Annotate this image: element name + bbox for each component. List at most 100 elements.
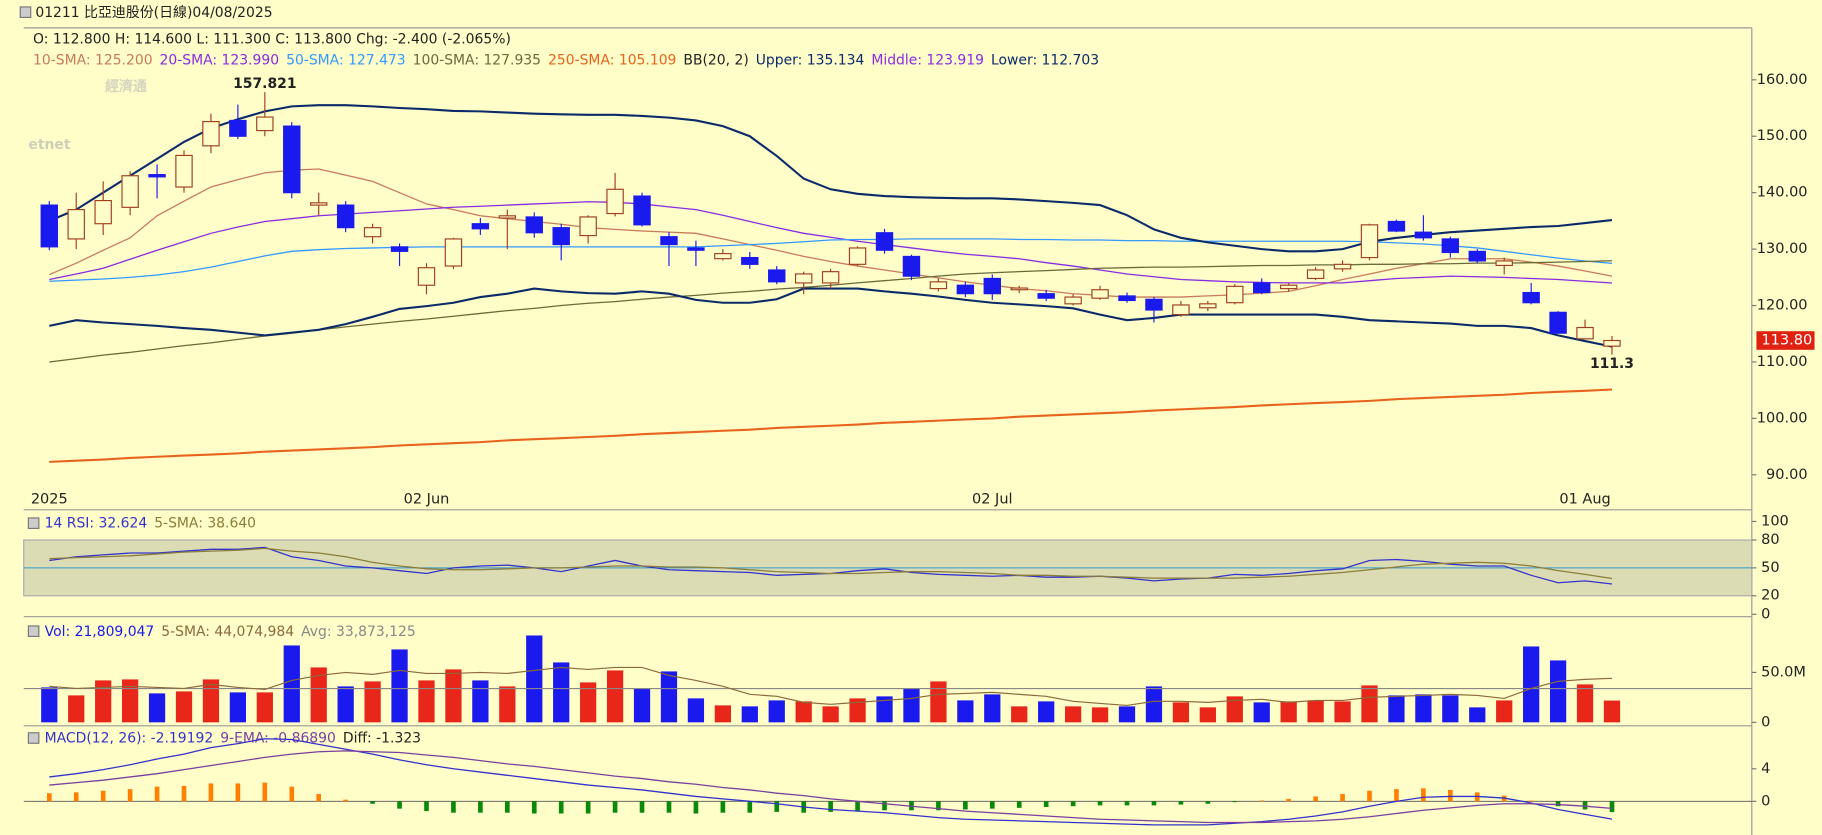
- last-price-tag: [1756, 331, 1815, 350]
- volume-bar: [499, 686, 516, 723]
- legend-entry: 5-SMA: 44,074,984: [161, 624, 294, 640]
- candle-body: [1333, 263, 1352, 270]
- candle-body: [229, 119, 247, 137]
- quote-info: O: 112.800 H: 114.600 L: 111.300 C: 113.…: [33, 31, 511, 47]
- legend-entry: 14 RSI: 32.624: [45, 516, 148, 532]
- macd-histogram: [370, 801, 375, 804]
- macd-histogram: [720, 801, 726, 813]
- y-tick-label: 20: [1761, 588, 1779, 604]
- macd-histogram: [1582, 801, 1588, 810]
- macd-histogram: [154, 786, 160, 802]
- volume-bar: [1361, 685, 1378, 723]
- volume-bar: [1253, 702, 1270, 723]
- macd-histogram: [882, 801, 887, 811]
- candle-body: [1468, 250, 1486, 262]
- candle-body: [956, 284, 975, 295]
- volume-bar: [175, 691, 193, 723]
- candle-body: [1091, 289, 1109, 299]
- candle-body: [1441, 238, 1460, 254]
- y-tick-label: 4: [1761, 761, 1770, 777]
- volume-bar: [121, 679, 139, 723]
- volume-bar: [849, 698, 866, 723]
- watermark: 經濟通: [105, 78, 147, 95]
- volume-bar: [660, 671, 678, 723]
- macd-histogram: [100, 790, 106, 802]
- legend-entry: MACD(12, 26): -2.19192: [45, 731, 214, 747]
- candle-body: [471, 223, 490, 230]
- macd-histogram: [1421, 788, 1426, 802]
- macd-histogram: [451, 801, 456, 813]
- legend-entry: Diff: -1.323: [343, 731, 421, 747]
- y-tick-label: 160.00: [1757, 72, 1808, 88]
- y-tick-label: 90.00: [1766, 467, 1808, 483]
- legend-entry: Lower: 112.703: [991, 52, 1099, 68]
- indicator-line: [49, 547, 1613, 580]
- volume-bar: [822, 706, 839, 723]
- macd-histogram: [504, 801, 510, 813]
- candle-body: [363, 227, 382, 238]
- macd-histogram: [1528, 800, 1534, 802]
- volume-bar: [1280, 701, 1297, 723]
- high-label: 157.821: [233, 76, 296, 92]
- macd-histogram: [316, 794, 322, 802]
- macd-histogram: [747, 801, 753, 813]
- macd-histogram: [855, 801, 860, 812]
- macd-histogram: [1151, 801, 1157, 806]
- panel-icon[interactable]: [27, 732, 40, 744]
- candle-body: [1495, 260, 1513, 267]
- volume-bar: [768, 700, 785, 723]
- volume-bar: [1064, 706, 1082, 723]
- volume-bar: [310, 667, 327, 723]
- volume-bar: [229, 692, 247, 723]
- macd-histogram: [612, 801, 618, 813]
- panel-icon[interactable]: [27, 517, 40, 529]
- macd-histogram: [1340, 794, 1345, 802]
- indicator-line: [49, 388, 1613, 463]
- volume-bar: [633, 688, 651, 723]
- volume-bar: [1442, 695, 1459, 723]
- y-tick-label: 0: [1761, 714, 1770, 730]
- candle-body: [579, 216, 597, 237]
- candle-body: [525, 216, 543, 234]
- legend: 14 RSI: 32.624 5-SMA: 38.640: [45, 516, 256, 532]
- y-tick-label: 100.00: [1757, 410, 1808, 426]
- candle-body: [336, 204, 355, 229]
- panel-icon[interactable]: [27, 625, 40, 637]
- menu-icon[interactable]: [19, 6, 32, 19]
- candle-body: [498, 215, 517, 219]
- candle-body: [1360, 224, 1379, 259]
- candle-body: [1172, 304, 1190, 316]
- legend: Vol: 21,809,047 5-SMA: 44,074,984 Avg: 33,…: [45, 624, 416, 640]
- candle-body: [256, 116, 274, 132]
- candle-body: [417, 267, 436, 286]
- macd-histogram: [1232, 801, 1238, 803]
- macd-histogram: [558, 801, 564, 814]
- legend-entry: 50-SMA: 127.473: [286, 52, 406, 68]
- legend-entry: Upper: 135.134: [756, 52, 865, 68]
- volume-bar: [553, 662, 570, 723]
- macd-histogram: [181, 785, 187, 802]
- macd-histogram: [1555, 801, 1561, 807]
- y-tick-label: 0: [1761, 606, 1770, 622]
- volume-bar: [1415, 694, 1432, 723]
- candle-body: [1037, 293, 1055, 299]
- macd-histogram: [1313, 796, 1318, 802]
- candle-body: [1279, 284, 1298, 290]
- candle-body: [875, 232, 894, 251]
- legend: 10-SMA: 125.200 20-SMA: 123.990 50-SMA: 12…: [33, 52, 1099, 68]
- candle-body: [1549, 311, 1567, 334]
- volume-bar: [1038, 701, 1055, 723]
- y-tick-label: 150.00: [1757, 128, 1808, 144]
- volume-bar: [472, 680, 489, 723]
- macd-histogram: [1609, 801, 1615, 813]
- macd-histogram: [1043, 801, 1049, 808]
- volume-bar: [984, 694, 1001, 723]
- candle-body: [606, 188, 624, 215]
- volume-bar: [283, 645, 300, 723]
- legend-entry: Avg: 33,873,125: [301, 624, 416, 640]
- candle-body: [1010, 287, 1028, 291]
- macd-histogram: [1016, 801, 1022, 808]
- macd-histogram: [424, 801, 429, 812]
- macd-histogram: [1394, 789, 1399, 802]
- candle-body: [121, 175, 139, 208]
